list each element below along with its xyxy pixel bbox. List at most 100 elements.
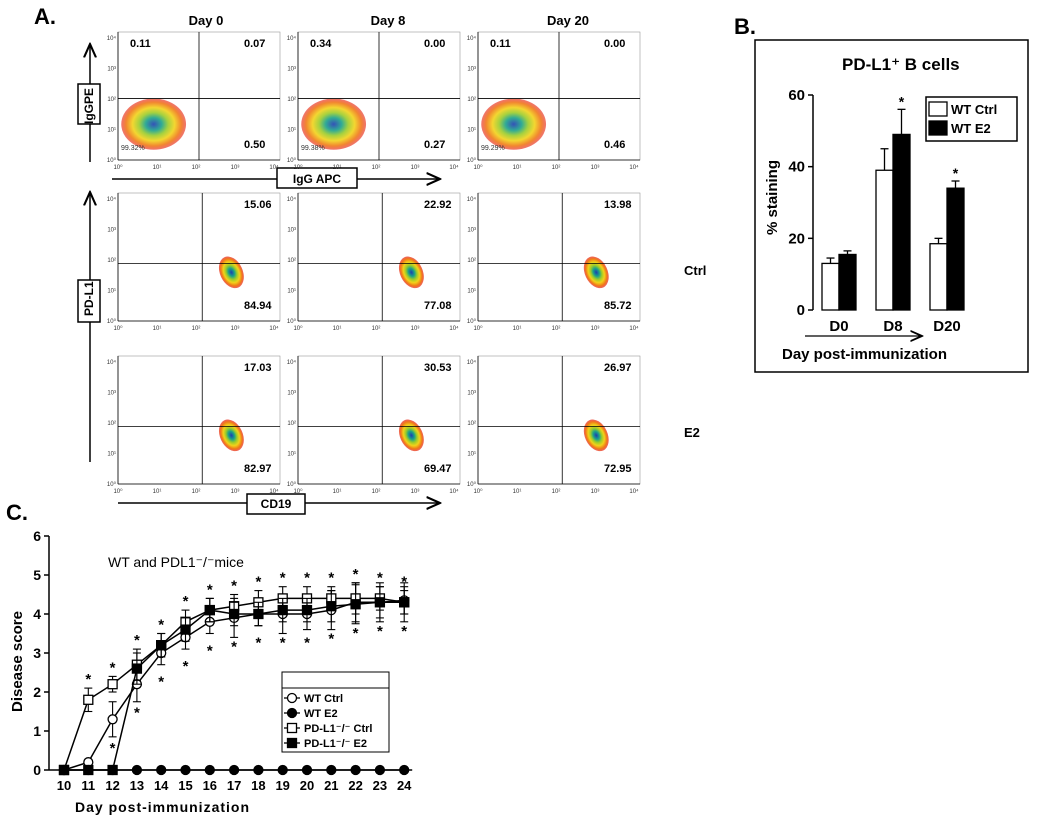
quadrant-lr-value: 82.97 <box>244 463 272 475</box>
significance-below: * <box>158 674 164 691</box>
y-tick-label: 10⁴ <box>467 196 477 203</box>
data-point <box>228 608 240 620</box>
x-tick-label: 10² <box>372 165 381 171</box>
y-tick-label: 10³ <box>107 391 116 397</box>
data-point <box>399 764 410 776</box>
x-tick-label: 10⁰ <box>293 488 303 495</box>
x-tick-label: 10³ <box>411 326 420 332</box>
quadrant-ur-value: 0.00 <box>424 38 445 50</box>
cell-population <box>398 256 424 289</box>
data-point <box>277 604 288 616</box>
significance-above: * <box>280 570 286 587</box>
x-tick-label: 10² <box>192 165 201 171</box>
significance-below: * <box>110 740 116 757</box>
significance-below: * <box>183 658 189 675</box>
data-point <box>107 679 118 690</box>
legend-label: PD-L1⁻/⁻ E2 <box>304 738 367 750</box>
y-tick-label: 10³ <box>107 67 116 73</box>
x-tick-label: 10⁰ <box>113 325 123 332</box>
y-tick-label: 10⁰ <box>287 318 297 325</box>
y-tick-label: 10² <box>467 421 476 427</box>
y-tick-label: 10¹ <box>107 289 116 295</box>
line-x-tick-label: 20 <box>300 778 314 793</box>
legend-marker <box>286 692 298 704</box>
data-point <box>156 764 167 776</box>
y-tick-label: 10⁴ <box>287 359 297 366</box>
cell-population <box>583 256 609 289</box>
quadrant-ur-value: 0.00 <box>604 38 625 50</box>
legend-label: WT Ctrl <box>304 693 343 705</box>
panel-a: A. Day 0 Day 8 Day 20 IgGPE IgG APC PD-L… <box>34 4 706 515</box>
line-xlabel: Day post-immunization <box>75 799 250 815</box>
x-tick-label: 10⁴ <box>269 164 279 171</box>
x-tick-label: 10² <box>192 326 201 332</box>
line-x-tick-label: 24 <box>397 778 412 793</box>
x-tick-label: 10² <box>552 489 561 495</box>
y-tick-label: 10⁰ <box>467 481 477 488</box>
x-tick-label: 10⁴ <box>269 325 279 332</box>
line-x-tick-label: 17 <box>227 778 241 793</box>
significance-above: * <box>231 578 237 595</box>
line-y-tick-label: 6 <box>33 528 41 544</box>
significance-above: * <box>304 570 310 587</box>
y-tick-label: 10⁰ <box>287 481 297 488</box>
cell-population <box>218 419 244 452</box>
bar-ylabel: % staining <box>764 160 781 235</box>
x-tick-label: 10³ <box>591 489 600 495</box>
bar-chart: 0 20 40 60 D0 * D8 * D20 WT Ctrl WT E2 <box>788 87 1018 336</box>
x-tick-label: 10⁴ <box>449 164 459 171</box>
line-x-tick-label: 18 <box>251 778 265 793</box>
day-label-8: Day 8 <box>371 13 406 28</box>
y-tick-label: 10¹ <box>467 452 476 458</box>
line-x-tick-label: 23 <box>373 778 387 793</box>
legend-marker <box>286 707 298 719</box>
x-tick-label: 10¹ <box>333 326 342 332</box>
panel-b-letter: B. <box>734 14 756 39</box>
quadrant-ll-value: 99.29% <box>481 145 505 152</box>
significance-below: * <box>255 635 261 652</box>
data-point <box>180 624 191 635</box>
day-label-20: Day 20 <box>547 13 589 28</box>
line-y-tick-label: 5 <box>33 567 41 583</box>
data-point <box>326 764 337 776</box>
x-tick-label: 10³ <box>231 489 240 495</box>
quadrant-ur-value: 17.03 <box>244 362 272 374</box>
y-tick-label: 10⁰ <box>107 157 117 164</box>
y-tick-label: 10⁴ <box>107 196 117 203</box>
x-tick-label: 10⁰ <box>473 325 483 332</box>
data-point <box>301 604 313 616</box>
y-tick-label: 10¹ <box>287 289 296 295</box>
y-tick-label: 10³ <box>467 391 476 397</box>
bar-significance: * <box>899 93 905 109</box>
quadrant-ur-value: 0.07 <box>244 38 265 50</box>
data-point <box>374 597 386 608</box>
y-tick-label: 10⁰ <box>467 157 477 164</box>
significance-above: * <box>401 574 407 591</box>
x-tick-label: 10¹ <box>333 165 342 171</box>
bar-significance: * <box>953 165 959 181</box>
panel-b: B. PD-L1⁺ B cells % staining Day post-im… <box>734 14 1029 373</box>
x-tick-label: 10⁴ <box>449 488 459 495</box>
bar-xlabel: Day post-immunization <box>782 346 947 363</box>
y-tick-label: 10⁴ <box>467 359 477 366</box>
bar-wt-ctrl-d8 <box>875 169 894 311</box>
significance-above: * <box>255 574 261 591</box>
x-tick-label: 10¹ <box>333 489 342 495</box>
x-tick-label: 10¹ <box>513 326 522 332</box>
row1-xlabel: IgG APC <box>293 172 342 186</box>
data-point <box>131 663 143 674</box>
y-tick-label: 10⁴ <box>287 196 297 203</box>
cell-population <box>398 419 424 452</box>
y-tick-label: 10⁴ <box>287 35 297 42</box>
y-tick-label: 10² <box>107 258 116 264</box>
y-tick-label: 10³ <box>467 228 476 234</box>
bar-wt-e2-d0 <box>838 253 857 311</box>
legend-swatch <box>928 101 948 117</box>
y-tick-label: 10⁰ <box>287 157 297 164</box>
x-tick-label: 10⁰ <box>113 164 123 171</box>
x-tick-label: 10³ <box>411 165 420 171</box>
